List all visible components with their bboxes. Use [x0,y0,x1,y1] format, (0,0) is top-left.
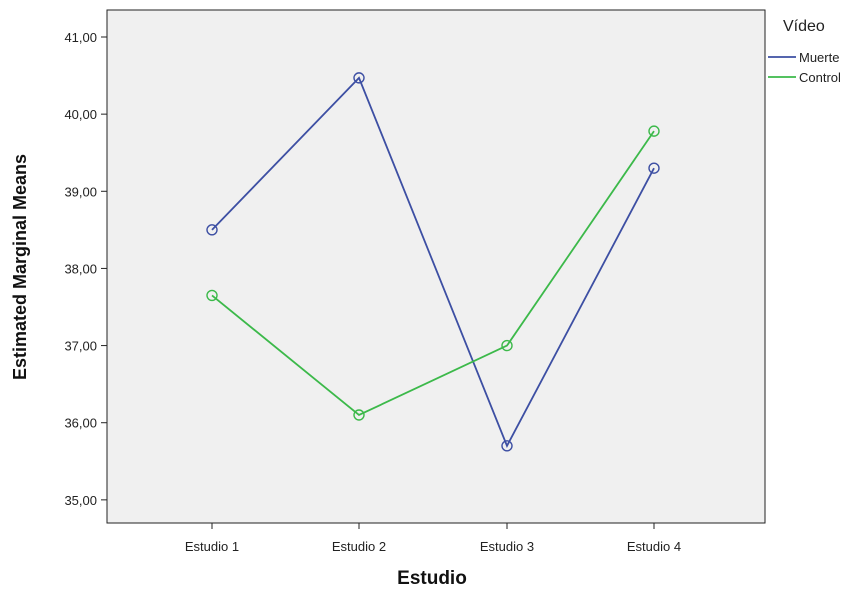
series-layer [206,72,660,452]
data-point-control [648,125,660,137]
legend-title: Vídeo [783,18,825,35]
legend-label-muerte: Muerte [799,50,839,65]
data-point-control [501,339,513,352]
x-axis-title: Estudio [397,568,467,589]
x-tick-label: Estudio 4 [627,539,681,554]
series-line-muerte [211,76,655,448]
data-point-control [206,289,218,302]
y-tick-label: 41,00 [64,30,97,45]
data-point-control [353,409,365,421]
y-tick-label: 36,00 [64,416,97,431]
x-tick-label: Estudio 3 [480,539,534,554]
x-axis: Estudio 1 Estudio 2 Estudio 3 Estudio 4 [185,523,681,554]
y-tick-label: 38,00 [64,261,97,276]
data-point-muerte [501,440,513,452]
x-tick-label: Estudio 1 [185,539,239,554]
series-line-control [211,130,655,417]
plot-area [106,9,766,524]
y-axis-title: Estimated Marginal Means [10,154,30,380]
y-tick-label: 40,00 [64,107,97,122]
y-tick-label: 37,00 [64,339,97,354]
data-point-muerte [206,224,218,236]
y-axis: 35,00 36,00 37,00 38,00 39,00 40,00 41,00 [64,30,107,508]
x-tick-label: Estudio 2 [332,539,386,554]
legend-label-control: Control [799,70,841,85]
legend: Vídeo Muerte Control [768,18,841,85]
y-tick-label: 35,00 [64,493,97,508]
data-point-muerte [353,72,365,84]
data-point-muerte [648,162,660,174]
y-tick-label: 39,00 [64,184,97,199]
